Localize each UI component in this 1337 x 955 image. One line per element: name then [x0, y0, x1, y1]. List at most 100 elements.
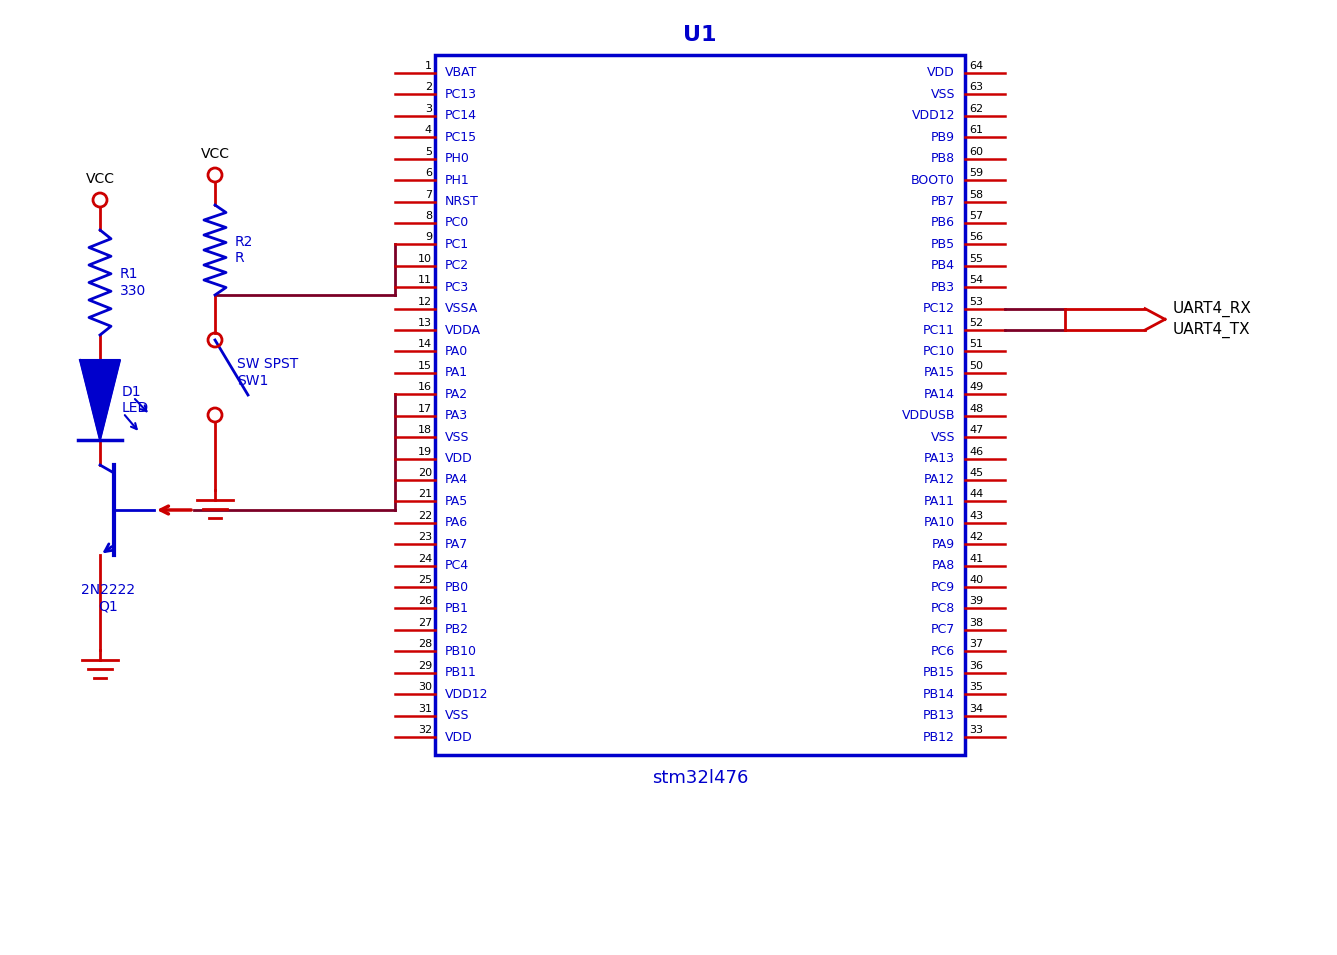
Text: 46: 46 [969, 447, 983, 456]
Text: 50: 50 [969, 361, 983, 371]
Text: PB0: PB0 [445, 581, 469, 594]
Text: PB7: PB7 [931, 195, 955, 208]
Text: VSS: VSS [445, 709, 469, 722]
Text: VDD12: VDD12 [912, 109, 955, 122]
Text: PA5: PA5 [445, 495, 468, 508]
Text: 45: 45 [969, 468, 983, 478]
Text: 26: 26 [418, 597, 432, 606]
Text: PC7: PC7 [931, 624, 955, 636]
Text: VDD: VDD [445, 731, 473, 744]
Text: 12: 12 [418, 297, 432, 307]
Text: PB5: PB5 [931, 238, 955, 251]
Text: 21: 21 [418, 489, 432, 499]
Text: 22: 22 [417, 511, 432, 520]
Text: 16: 16 [418, 382, 432, 393]
Text: NRST: NRST [445, 195, 479, 208]
Text: VSS: VSS [931, 431, 955, 444]
Text: VCC: VCC [201, 147, 230, 161]
Text: PC8: PC8 [931, 602, 955, 615]
Text: 47: 47 [969, 425, 983, 435]
Text: SW SPST
SW1: SW SPST SW1 [237, 357, 298, 388]
Text: 25: 25 [418, 575, 432, 585]
Text: 30: 30 [418, 682, 432, 692]
Text: 36: 36 [969, 661, 983, 670]
Text: 55: 55 [969, 254, 983, 264]
Text: PB2: PB2 [445, 624, 469, 636]
Text: 61: 61 [969, 125, 983, 136]
Text: 33: 33 [969, 725, 983, 735]
Text: PB12: PB12 [923, 731, 955, 744]
Text: PC0: PC0 [445, 217, 469, 229]
Text: BOOT0: BOOT0 [910, 174, 955, 186]
Text: 48: 48 [969, 404, 983, 414]
Text: PA6: PA6 [445, 517, 468, 529]
Text: 56: 56 [969, 232, 983, 243]
Text: U1: U1 [683, 25, 717, 45]
Text: PA15: PA15 [924, 367, 955, 379]
Text: 31: 31 [418, 704, 432, 713]
Text: 28: 28 [417, 639, 432, 649]
Text: PC2: PC2 [445, 259, 469, 272]
Text: PC6: PC6 [931, 645, 955, 658]
Text: 53: 53 [969, 297, 983, 307]
Text: 4: 4 [425, 125, 432, 136]
Text: D1
LED: D1 LED [122, 385, 150, 415]
Text: 24: 24 [417, 554, 432, 563]
Text: PB15: PB15 [923, 667, 955, 679]
Text: PB9: PB9 [931, 131, 955, 144]
Text: PA14: PA14 [924, 388, 955, 401]
Text: stm32l476: stm32l476 [652, 769, 749, 787]
Text: 8: 8 [425, 211, 432, 221]
Text: 34: 34 [969, 704, 983, 713]
Text: 29: 29 [417, 661, 432, 670]
Text: PC14: PC14 [445, 109, 477, 122]
Text: VDD: VDD [445, 452, 473, 465]
Text: PA4: PA4 [445, 474, 468, 486]
Text: 15: 15 [418, 361, 432, 371]
Text: PC3: PC3 [445, 281, 469, 294]
Text: PB13: PB13 [923, 709, 955, 722]
Text: 64: 64 [969, 61, 983, 71]
Text: PA12: PA12 [924, 474, 955, 486]
Text: PB6: PB6 [931, 217, 955, 229]
Text: 18: 18 [418, 425, 432, 435]
Text: PA8: PA8 [932, 559, 955, 572]
Text: PB8: PB8 [931, 152, 955, 165]
Text: VDD: VDD [928, 67, 955, 79]
Bar [435, 55, 965, 755]
Text: PB14: PB14 [923, 688, 955, 701]
Text: UART4_TX: UART4_TX [1173, 322, 1250, 338]
Text: PA2: PA2 [445, 388, 468, 401]
Text: VSS: VSS [931, 88, 955, 101]
Text: PC10: PC10 [923, 345, 955, 358]
Text: UART4_RX: UART4_RX [1173, 301, 1251, 317]
Text: 14: 14 [418, 339, 432, 350]
Text: 42: 42 [969, 532, 983, 542]
Text: 41: 41 [969, 554, 983, 563]
Text: 43: 43 [969, 511, 983, 520]
Text: 51: 51 [969, 339, 983, 350]
Polygon shape [80, 360, 120, 440]
Text: VCC: VCC [86, 172, 115, 186]
Text: 59: 59 [969, 168, 983, 178]
Text: PC12: PC12 [923, 302, 955, 315]
Text: 13: 13 [418, 318, 432, 328]
Text: 3: 3 [425, 104, 432, 114]
Text: 7: 7 [425, 189, 432, 200]
Text: 40: 40 [969, 575, 983, 585]
Text: 17: 17 [418, 404, 432, 414]
Text: PC9: PC9 [931, 581, 955, 594]
Text: 1: 1 [425, 61, 432, 71]
Text: VSS: VSS [445, 431, 469, 444]
Text: 10: 10 [418, 254, 432, 264]
Text: 49: 49 [969, 382, 983, 393]
Text: PC4: PC4 [445, 559, 469, 572]
Text: 23: 23 [418, 532, 432, 542]
Text: PB10: PB10 [445, 645, 477, 658]
Text: VSSA: VSSA [445, 302, 479, 315]
Text: PA0: PA0 [445, 345, 468, 358]
Text: PC1: PC1 [445, 238, 469, 251]
Text: R2
R: R2 R [235, 235, 254, 265]
Text: 52: 52 [969, 318, 983, 328]
Text: VDDUSB: VDDUSB [901, 409, 955, 422]
